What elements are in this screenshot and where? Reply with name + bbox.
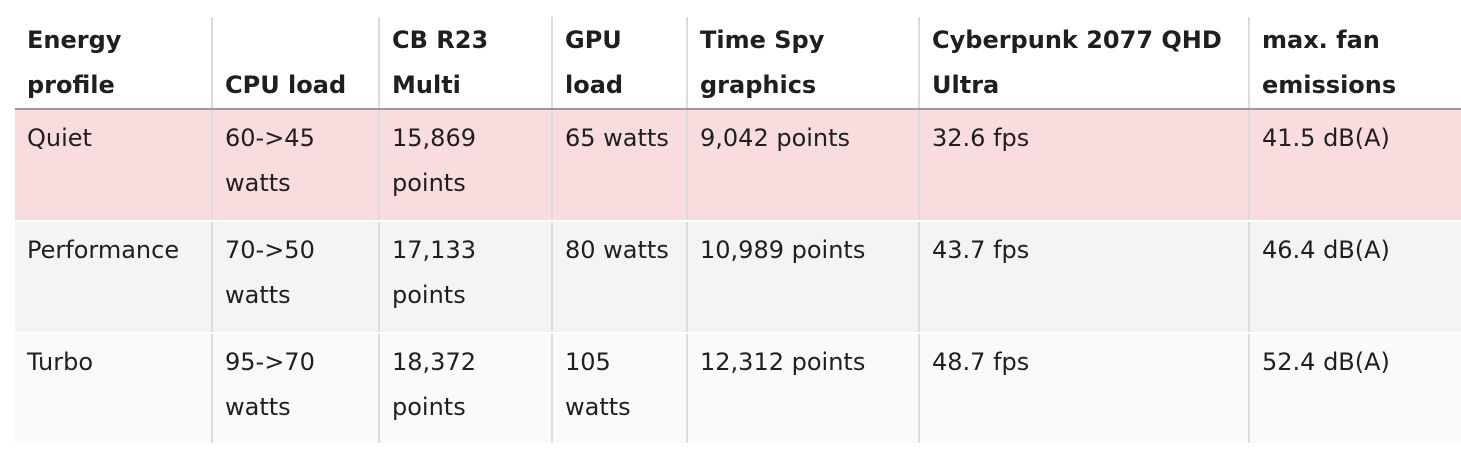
cell-time-spy: 12,312 points — [686, 333, 919, 443]
cell-cpu-load: 60->45 watts — [211, 109, 379, 222]
cell-fan: 52.4 dB(A) — [1248, 333, 1461, 443]
cell-cb-r23: 15,869 points — [378, 109, 552, 222]
cell-profile: Turbo — [15, 333, 212, 443]
cell-cyberpunk: 32.6 fps — [918, 109, 1249, 222]
cell-profile: Quiet — [15, 109, 212, 222]
cell-cb-r23: 17,133 points — [378, 221, 552, 334]
header-cb-r23-multi: CB R23 Multi — [378, 17, 552, 110]
cell-gpu-load: 105 watts — [551, 333, 687, 443]
header-max-fan-emissions: max. fan emissions — [1248, 17, 1461, 110]
header-energy-profile: Energy profile — [15, 17, 212, 110]
header-cpu-load: CPU load — [211, 17, 379, 110]
cell-gpu-load: 80 watts — [551, 221, 687, 334]
energy-profile-table: Energy profile CPU load CB R23 Multi GPU… — [15, 17, 1461, 443]
cell-time-spy: 9,042 points — [686, 109, 919, 222]
cell-gpu-load: 65 watts — [551, 109, 687, 222]
cell-cyberpunk: 48.7 fps — [918, 333, 1249, 443]
cell-time-spy: 10,989 points — [686, 221, 919, 334]
header-cyberpunk-2077: Cyberpunk 2077 QHD Ultra — [918, 17, 1249, 110]
cell-cb-r23: 18,372 points — [378, 333, 552, 443]
cell-fan: 41.5 dB(A) — [1248, 109, 1461, 222]
header-row: Energy profile CPU load CB R23 Multi GPU… — [15, 17, 1461, 110]
cell-cyberpunk: 43.7 fps — [918, 221, 1249, 334]
cell-profile: Performance — [15, 221, 212, 334]
header-time-spy-graphics: Time Spy graphics — [686, 17, 919, 110]
table-row-turbo: Turbo 95->70 watts 18,372 points 105 wat… — [15, 333, 1461, 443]
table-header: Energy profile CPU load CB R23 Multi GPU… — [15, 17, 1461, 110]
cell-cpu-load: 70->50 watts — [211, 221, 379, 334]
cell-cpu-load: 95->70 watts — [211, 333, 379, 443]
cell-fan: 46.4 dB(A) — [1248, 221, 1461, 334]
table-row-quiet: Quiet 60->45 watts 15,869 points 65 watt… — [15, 109, 1461, 222]
table-body: Quiet 60->45 watts 15,869 points 65 watt… — [15, 109, 1461, 443]
energy-profile-table-container: Energy profile CPU load CB R23 Multi GPU… — [15, 17, 1461, 443]
table-row-performance: Performance 70->50 watts 17,133 points 8… — [15, 221, 1461, 334]
header-gpu-load: GPU load — [551, 17, 687, 110]
